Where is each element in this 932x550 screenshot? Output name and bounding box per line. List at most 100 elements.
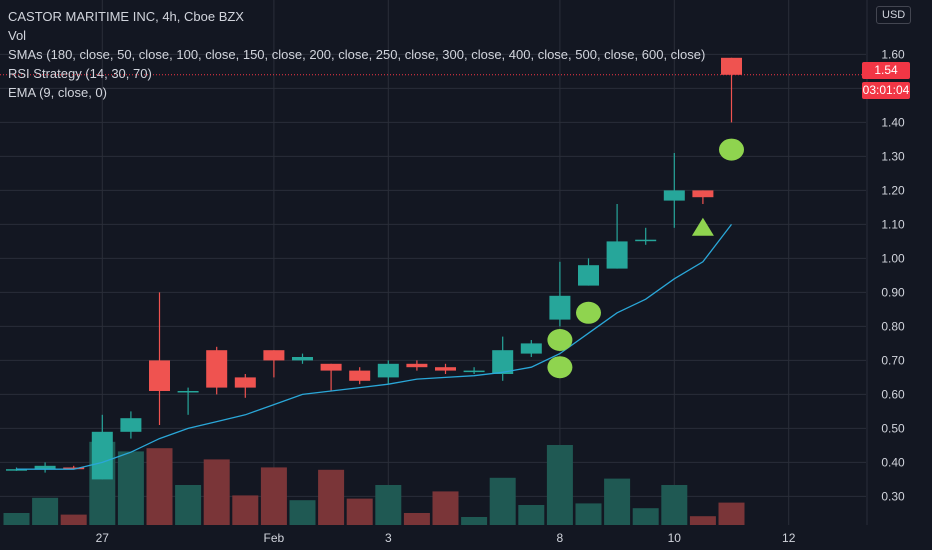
price-tick-label: 0.50 <box>881 421 905 435</box>
signal-circle <box>547 329 573 351</box>
signal-markers <box>547 138 744 379</box>
price-tick-label: 1.20 <box>881 183 905 197</box>
candle <box>377 360 399 385</box>
legend-indicator-vol[interactable]: Vol <box>8 28 27 43</box>
price-tick-label: 1.00 <box>881 251 905 265</box>
candle <box>263 350 285 378</box>
volume-bar <box>318 469 345 525</box>
candle-body <box>91 431 113 480</box>
grid <box>0 0 866 525</box>
price-tick-label: 0.60 <box>881 387 905 401</box>
candle <box>606 204 628 269</box>
volume-bar <box>117 451 144 525</box>
price-tick-label: 0.90 <box>881 285 905 299</box>
ema-line <box>16 224 733 470</box>
volume-bar <box>232 495 259 525</box>
candle <box>234 374 256 398</box>
currency-badge[interactable]: USD <box>876 6 912 24</box>
candle-body <box>149 360 170 391</box>
candle-body <box>520 343 542 354</box>
candle <box>320 363 342 391</box>
time-tick-label: 8 <box>557 531 564 545</box>
candle-body <box>320 363 342 371</box>
price-tick-label: 1.30 <box>881 149 905 163</box>
candle-body <box>663 190 685 201</box>
volume-bar <box>632 508 659 525</box>
volume-bar <box>260 467 287 525</box>
candle <box>663 153 685 228</box>
candle-body <box>263 350 285 361</box>
candle-body <box>292 357 313 361</box>
volume-bar <box>60 514 87 525</box>
legend-indicator-smas[interactable]: SMAs (180, close, 50, close, 100, close,… <box>8 47 706 62</box>
candles[interactable] <box>6 57 742 480</box>
candle-body <box>463 370 485 373</box>
volume-bar <box>3 513 30 525</box>
legend-indicator-ema[interactable]: EMA (9, close, 0) <box>8 85 107 100</box>
candle-body <box>6 469 27 471</box>
price-tick-label: 1.60 <box>881 47 905 61</box>
volume-bar <box>718 502 745 525</box>
candle <box>34 462 56 473</box>
candle-body <box>606 241 628 269</box>
volume-bar <box>403 513 430 525</box>
candle <box>406 360 428 371</box>
signal-triangle <box>691 217 714 236</box>
volume-bar <box>518 505 545 525</box>
volume-bar <box>461 517 488 525</box>
time-axis[interactable]: 27 Feb 3 8 10 12 <box>96 531 796 545</box>
candle <box>549 261 571 327</box>
volume-bar <box>661 485 688 525</box>
volume-bar <box>346 498 373 525</box>
volume-bars <box>3 441 745 525</box>
signal-circle <box>547 356 573 379</box>
candle-body <box>578 265 599 286</box>
volume-bar <box>146 448 173 525</box>
candle-body <box>549 295 571 320</box>
candle-body <box>63 467 85 470</box>
volume-bar <box>375 485 402 525</box>
volume-bar <box>289 500 316 525</box>
candle-body <box>406 363 428 368</box>
candle-body <box>435 367 456 371</box>
price-tick-label: 0.30 <box>881 489 905 503</box>
candle <box>149 292 170 425</box>
candle <box>206 346 228 395</box>
candle-body <box>34 465 56 470</box>
volume-bar <box>203 459 230 525</box>
volume-bar <box>175 485 202 525</box>
candle <box>120 411 142 439</box>
signal-circle <box>719 138 744 161</box>
legend-indicator-rsi-strategy[interactable]: RSI Strategy (14, 30, 70) <box>8 66 152 81</box>
price-tick-label: 0.40 <box>881 455 905 469</box>
volume-bar <box>32 497 59 525</box>
chart-legend: CASTOR MARITIME INC, 4h, Cboe BZX Vol SM… <box>8 8 705 103</box>
price-axis[interactable]: 1.601.501.401.301.201.101.000.900.800.70… <box>881 47 905 503</box>
candle-body <box>234 377 256 388</box>
time-tick-label: 10 <box>668 531 682 545</box>
price-tick-label: 1.40 <box>881 115 905 129</box>
time-tick-label: 3 <box>385 531 392 545</box>
candle <box>177 387 199 415</box>
candle-body <box>120 418 142 432</box>
candle-body <box>377 363 399 378</box>
volume-bar <box>575 503 602 525</box>
candle <box>435 363 456 374</box>
last-price-badge: 1.54 <box>862 62 910 79</box>
time-tick-label: 12 <box>782 531 796 545</box>
price-tick-label: 1.10 <box>881 217 905 231</box>
volume-bar <box>604 478 631 525</box>
volume-bar <box>432 491 459 525</box>
price-tick-label: 0.70 <box>881 353 905 367</box>
candle <box>721 57 742 123</box>
time-tick-label: Feb <box>264 531 285 545</box>
candle-body <box>177 391 199 393</box>
price-tick-label: 0.80 <box>881 319 905 333</box>
candle <box>292 353 313 364</box>
candle-body <box>721 57 742 75</box>
time-tick-label: 27 <box>96 531 110 545</box>
candle <box>91 414 113 480</box>
volume-bar <box>546 445 573 525</box>
legend-title[interactable]: CASTOR MARITIME INC, 4h, Cboe BZX <box>8 9 244 24</box>
